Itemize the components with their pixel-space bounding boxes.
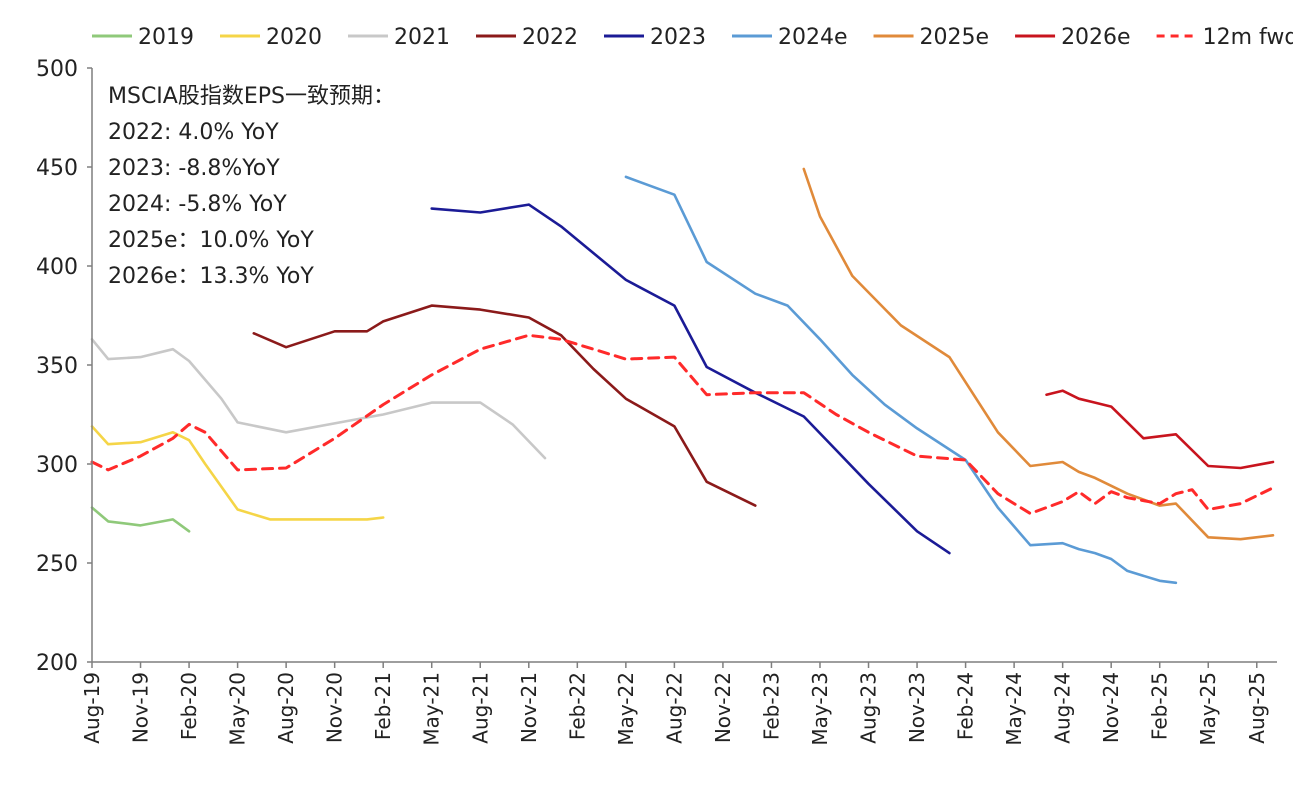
x-tick-label: Feb-24 (954, 672, 978, 740)
x-tick-label: May-20 (226, 672, 250, 746)
series-line-12m-fwd (90, 333, 1275, 515)
axes: 200 250 300 350 400 450 500 Aug-19 Nov-19 Feb-20 M… (36, 57, 1277, 746)
x-tick-label: Aug-23 (857, 672, 881, 744)
x-tick-label: May-23 (808, 672, 832, 746)
y-tick-label: 250 (36, 552, 78, 577)
legend: 2019 2020 2021 2022 2023 2024e 2025e 2026e 12m f… (92, 25, 1293, 50)
x-tick-label: Nov-19 (129, 672, 153, 743)
legend-label: 12m fwd (1203, 25, 1293, 50)
legend-label: 2024e (778, 25, 848, 50)
x-tick-label: Feb-21 (371, 672, 395, 740)
series-line-2020 (90, 425, 385, 521)
annotation-line: 2026e：13.3% YoY (108, 264, 314, 289)
annotation-line: 2022: 4.0% YoY (108, 120, 279, 145)
y-tick-label: 400 (36, 255, 78, 280)
x-tick-label: Aug-25 (1245, 672, 1269, 744)
y-tick-label: 300 (36, 453, 78, 478)
x-tick-label: Nov-22 (711, 672, 735, 743)
annotation-line: 2024: -5.8% YoY (108, 192, 287, 217)
legend-label: 2023 (650, 25, 706, 50)
series-line-2025e (802, 167, 1275, 541)
legend-label: 2019 (138, 25, 194, 50)
x-tick-label: Nov-21 (517, 672, 541, 743)
annotation-line: 2025e：10.0% YoY (108, 228, 314, 253)
x-tick-label: Nov-20 (323, 672, 347, 743)
legend-label: 2022 (522, 25, 578, 50)
annotation-line: MSCIA股指数EPS一致预期： (108, 84, 395, 109)
x-tick-label: May-24 (1002, 672, 1026, 746)
x-tick-label: Feb-23 (759, 672, 783, 740)
x-tick-label: Aug-20 (274, 672, 298, 744)
x-tick-label: Aug-22 (662, 672, 686, 744)
y-tick-label: 350 (36, 354, 78, 379)
x-tick-label: Feb-20 (177, 672, 201, 740)
y-tick-label: 200 (36, 651, 78, 676)
legend-label: 2026e (1061, 25, 1131, 50)
series-line-2023 (430, 203, 951, 555)
series-line-2021 (90, 338, 547, 460)
eps-annotation: MSCIA股指数EPS一致预期： 2022: 4.0% YoY 2023: -8.8… (108, 84, 395, 289)
x-tick-label: Nov-24 (1099, 672, 1123, 743)
x-tick-label: May-21 (420, 672, 444, 746)
series-line-2024e (624, 175, 1178, 585)
x-tick-label: Nov-23 (905, 672, 929, 743)
series-line-2026e (1045, 389, 1275, 470)
x-tick-label: Aug-21 (468, 672, 492, 744)
x-tick-label: Aug-24 (1051, 672, 1075, 744)
x-tick-label: May-22 (614, 672, 638, 746)
x-tick-label: May-25 (1196, 672, 1220, 746)
legend-label: 2020 (266, 25, 322, 50)
series-line-2019 (90, 506, 191, 533)
series-layer (90, 167, 1275, 585)
y-tick-label: 450 (36, 156, 78, 181)
x-tick-label: Feb-25 (1148, 672, 1172, 740)
y-tick-label: 500 (36, 57, 78, 82)
legend-label: 2025e (920, 25, 990, 50)
annotation-line: 2023: -8.8%YoY (108, 156, 280, 181)
series-line-2022 (252, 304, 757, 507)
legend-label: 2021 (394, 25, 450, 50)
x-tick-label: Feb-22 (565, 672, 589, 740)
x-tick-label: Aug-19 (80, 672, 104, 744)
